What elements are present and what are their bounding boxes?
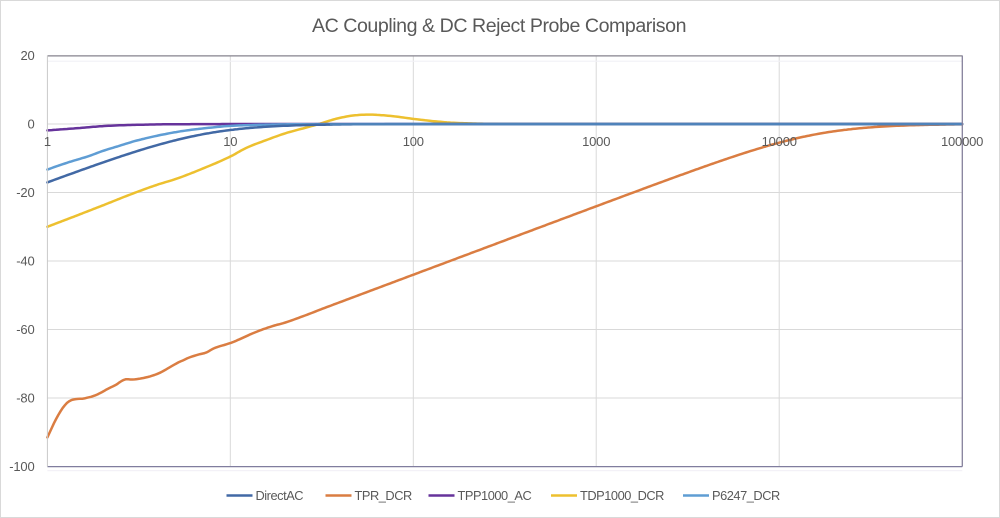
svg-text:P6247_DCR: P6247_DCR — [712, 488, 780, 503]
svg-text:TPR_DCR: TPR_DCR — [355, 488, 412, 503]
svg-text:10000: 10000 — [762, 134, 797, 149]
svg-text:-60: -60 — [16, 322, 34, 337]
svg-text:20: 20 — [20, 48, 34, 63]
svg-text:-100: -100 — [9, 459, 34, 474]
svg-text:100000: 100000 — [941, 134, 983, 149]
svg-text:-80: -80 — [16, 391, 34, 406]
svg-text:TDP1000_DCR: TDP1000_DCR — [580, 488, 664, 503]
svg-text:TPP1000_AC: TPP1000_AC — [458, 488, 532, 503]
svg-text:DirectAC: DirectAC — [256, 488, 304, 503]
svg-text:10: 10 — [223, 134, 237, 149]
svg-text:1000: 1000 — [582, 134, 610, 149]
svg-text:100: 100 — [403, 134, 424, 149]
svg-text:1: 1 — [44, 134, 51, 149]
svg-text:-40: -40 — [16, 254, 34, 269]
svg-text:AC Coupling & DC Reject Probe: AC Coupling & DC Reject Probe Comparison — [312, 15, 686, 37]
svg-text:0: 0 — [27, 117, 34, 132]
svg-text:-20: -20 — [16, 185, 34, 200]
